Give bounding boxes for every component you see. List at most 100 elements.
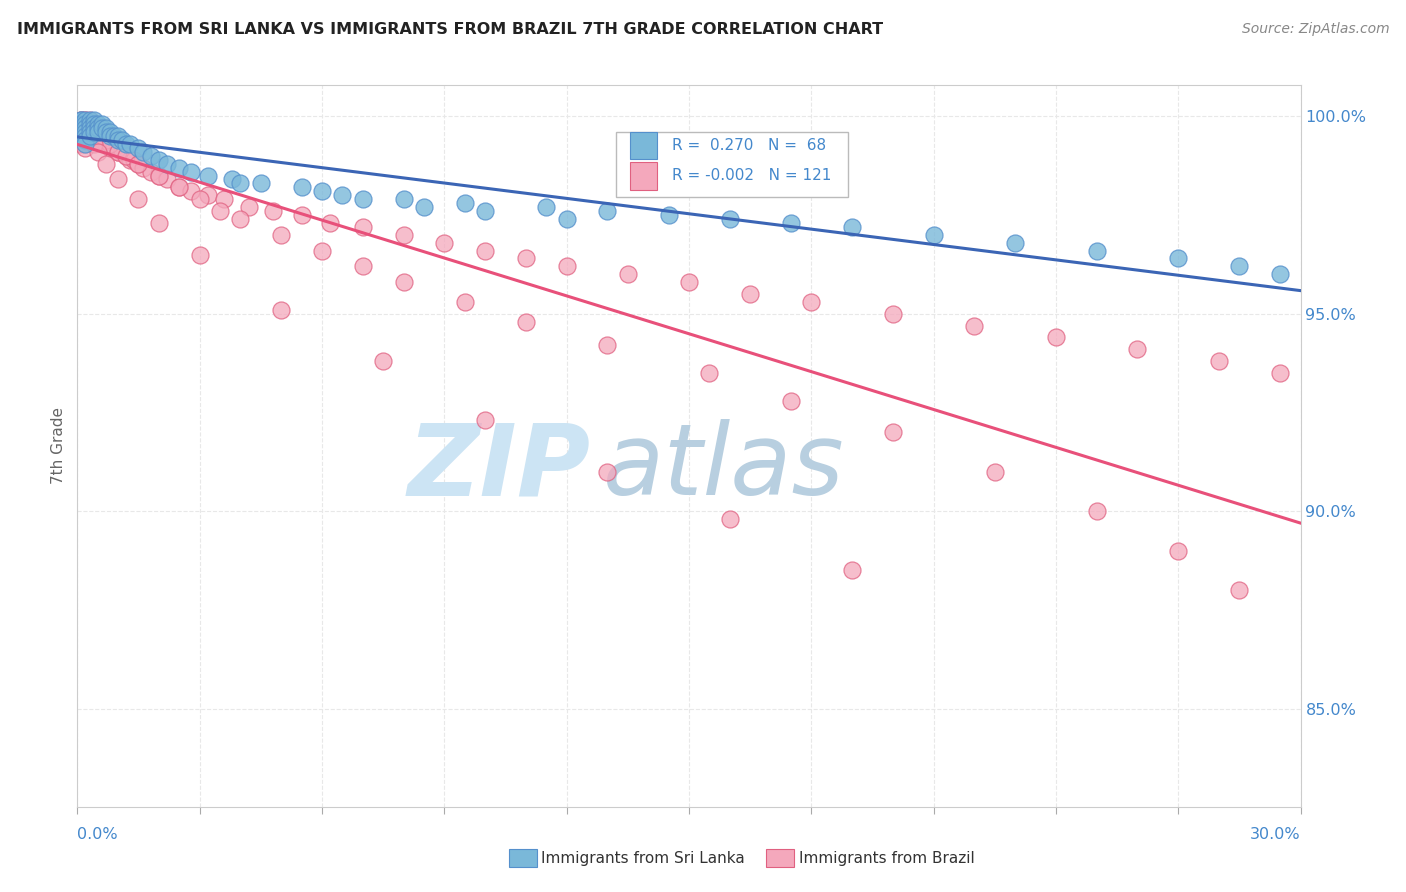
Point: [800, 294, 823, 309]
Point: [779, 216, 801, 230]
Point: [75, 133, 97, 147]
Point: [75, 136, 97, 151]
Point: [107, 133, 129, 147]
Point: [79, 121, 101, 136]
Point: [83, 117, 105, 131]
Point: [94, 133, 117, 147]
Point: [433, 235, 456, 250]
Point: [90, 129, 112, 144]
Point: [83, 121, 105, 136]
Point: [841, 219, 863, 234]
Point: [98, 133, 121, 147]
Point: [963, 318, 986, 333]
Point: [1208, 354, 1230, 368]
Text: Immigrants from Sri Lanka: Immigrants from Sri Lanka: [541, 851, 745, 865]
Point: [413, 200, 436, 214]
Point: [311, 185, 333, 199]
Point: [882, 425, 904, 440]
Point: [90, 117, 112, 131]
Point: [94, 136, 117, 151]
Text: IMMIGRANTS FROM SRI LANKA VS IMMIGRANTS FROM BRAZIL 7TH GRADE CORRELATION CHART: IMMIGRANTS FROM SRI LANKA VS IMMIGRANTS …: [17, 22, 883, 37]
Point: [79, 125, 101, 139]
Point: [87, 121, 110, 136]
Point: [392, 275, 415, 289]
Point: [1085, 504, 1108, 518]
Text: R = -0.002   N = 121: R = -0.002 N = 121: [672, 169, 831, 183]
Point: [718, 512, 741, 526]
Point: [98, 129, 121, 144]
Point: [87, 129, 110, 144]
Point: [250, 177, 273, 191]
Point: [87, 121, 110, 136]
Point: [392, 227, 415, 242]
FancyBboxPatch shape: [616, 132, 848, 197]
Point: [79, 117, 101, 131]
Point: [70, 125, 93, 139]
Point: [678, 275, 700, 289]
Point: [103, 141, 125, 155]
Point: [262, 204, 284, 219]
Point: [98, 136, 121, 151]
Point: [197, 188, 219, 202]
Point: [534, 200, 557, 214]
Point: [75, 141, 97, 155]
Point: [922, 227, 945, 242]
Point: [453, 196, 475, 211]
Point: [139, 149, 162, 163]
Point: [515, 252, 537, 266]
Point: [90, 125, 112, 139]
Point: [156, 172, 179, 186]
Point: [515, 315, 537, 329]
Point: [79, 117, 101, 131]
Point: [270, 227, 292, 242]
Point: [79, 129, 101, 144]
Point: [212, 192, 235, 206]
Point: [371, 354, 394, 368]
Point: [79, 129, 101, 144]
Text: R =  0.270   N =  68: R = 0.270 N = 68: [672, 138, 825, 153]
Point: [474, 244, 496, 258]
Point: [188, 247, 211, 261]
Point: [107, 172, 129, 186]
Point: [740, 287, 762, 301]
Point: [555, 211, 578, 226]
Point: [83, 129, 105, 144]
Point: [87, 125, 110, 139]
Bar: [630, 132, 657, 159]
Point: [188, 192, 211, 206]
Point: [290, 208, 312, 222]
Text: 30.0%: 30.0%: [1250, 827, 1301, 842]
Point: [79, 129, 101, 144]
Point: [75, 121, 97, 136]
Point: [555, 260, 578, 274]
Bar: [630, 162, 657, 189]
Point: [111, 133, 134, 147]
Point: [127, 157, 149, 171]
Point: [94, 125, 117, 139]
Point: [90, 121, 112, 136]
Point: [70, 113, 93, 128]
Point: [1167, 543, 1189, 558]
Point: [107, 141, 129, 155]
Point: [70, 113, 93, 128]
Point: [1126, 343, 1149, 357]
Point: [352, 260, 374, 274]
Point: [453, 294, 475, 309]
Point: [75, 129, 97, 144]
Point: [1268, 267, 1291, 281]
Point: [75, 113, 97, 128]
Point: [882, 307, 904, 321]
Point: [120, 153, 142, 167]
Point: [75, 125, 97, 139]
Point: [83, 121, 105, 136]
Point: [352, 192, 374, 206]
Point: [98, 125, 121, 139]
Text: Source: ZipAtlas.com: Source: ZipAtlas.com: [1241, 22, 1389, 37]
Point: [103, 129, 125, 144]
Point: [131, 161, 153, 175]
Point: [79, 125, 101, 139]
Point: [180, 164, 202, 178]
Point: [75, 113, 97, 128]
Point: [94, 157, 117, 171]
Point: [229, 211, 252, 226]
